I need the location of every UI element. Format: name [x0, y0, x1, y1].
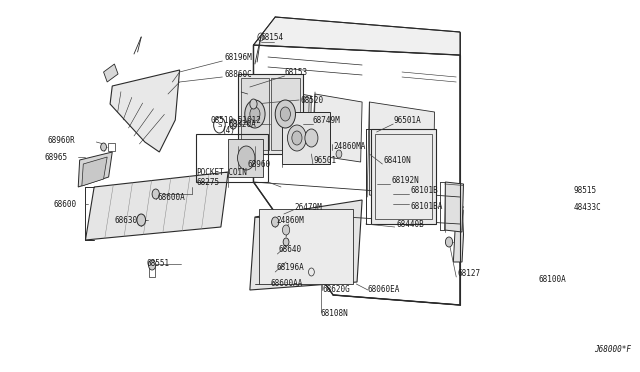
Text: 68100A: 68100A [538, 275, 566, 283]
Polygon shape [250, 200, 362, 290]
Circle shape [280, 107, 291, 121]
Bar [228, 139, 263, 177]
Text: 68620G: 68620G [323, 285, 350, 295]
Circle shape [465, 216, 474, 228]
Bar [259, 209, 353, 284]
Text: 68196A: 68196A [276, 263, 305, 273]
Circle shape [336, 150, 342, 158]
Text: 68600A: 68600A [158, 192, 186, 202]
Polygon shape [445, 182, 463, 232]
Text: 96501: 96501 [314, 155, 337, 164]
Text: 68551: 68551 [147, 260, 170, 269]
Polygon shape [369, 102, 435, 202]
Circle shape [283, 238, 289, 246]
Circle shape [305, 129, 318, 147]
Circle shape [282, 225, 290, 235]
Polygon shape [86, 172, 228, 240]
Bar [196, 134, 268, 182]
Polygon shape [104, 64, 118, 82]
Circle shape [445, 237, 452, 247]
Circle shape [137, 214, 145, 226]
Text: 96501A: 96501A [393, 115, 421, 125]
Bar [237, 74, 303, 154]
Bar [108, 143, 115, 151]
Polygon shape [110, 70, 180, 152]
Text: 48433C: 48433C [573, 202, 602, 212]
Text: 68060EA: 68060EA [368, 285, 400, 295]
Polygon shape [78, 152, 112, 187]
Circle shape [271, 217, 279, 227]
Text: 68154: 68154 [260, 32, 284, 42]
Circle shape [474, 231, 483, 243]
Circle shape [287, 125, 307, 151]
Text: 68640: 68640 [279, 246, 302, 254]
Text: J68000*F: J68000*F [594, 346, 631, 355]
Text: 26479M: 26479M [295, 202, 323, 212]
Polygon shape [253, 17, 460, 55]
Polygon shape [263, 87, 312, 152]
Circle shape [237, 146, 255, 170]
Bar [149, 265, 155, 277]
Circle shape [275, 100, 296, 128]
Polygon shape [82, 157, 107, 186]
Text: 24860M: 24860M [276, 215, 305, 224]
Text: 68275: 68275 [196, 177, 220, 186]
Circle shape [292, 131, 302, 145]
Polygon shape [453, 207, 465, 262]
Text: 68960R: 68960R [48, 135, 76, 144]
Text: 68860C: 68860C [225, 70, 252, 78]
Bar [241, 78, 269, 150]
Text: 68196M: 68196M [225, 52, 252, 61]
Text: 68192N: 68192N [391, 176, 419, 185]
Text: 68101B: 68101B [411, 186, 438, 195]
Bar [371, 129, 436, 224]
Circle shape [148, 260, 156, 270]
Text: 68749M: 68749M [313, 115, 340, 125]
Text: 68127: 68127 [458, 269, 481, 279]
Text: 68600AA: 68600AA [271, 279, 303, 289]
Text: 68630: 68630 [115, 215, 138, 224]
Bar [282, 112, 330, 164]
Text: 24860MA: 24860MA [333, 141, 365, 151]
Text: 08510-51612: 08510-51612 [210, 115, 261, 125]
Circle shape [152, 189, 159, 199]
Polygon shape [314, 94, 362, 162]
Polygon shape [239, 82, 252, 110]
Text: POCKET-COIN: POCKET-COIN [196, 167, 247, 176]
Text: 68153: 68153 [285, 67, 308, 77]
Circle shape [250, 107, 260, 121]
Circle shape [250, 99, 257, 109]
Text: 68108N: 68108N [321, 310, 349, 318]
Text: (4): (4) [221, 125, 235, 135]
Bar [375, 134, 431, 219]
Text: 68320A: 68320A [228, 119, 256, 128]
Bar [271, 78, 300, 150]
Circle shape [244, 100, 265, 128]
Polygon shape [265, 90, 309, 148]
Text: 68600: 68600 [54, 199, 77, 208]
Text: S: S [217, 122, 221, 128]
Text: 68410N: 68410N [384, 155, 412, 164]
Text: 68965: 68965 [45, 153, 68, 161]
Text: 68440B: 68440B [397, 219, 424, 228]
Circle shape [230, 119, 237, 129]
Text: 68101BA: 68101BA [411, 202, 443, 211]
Circle shape [100, 143, 106, 151]
Text: 68960: 68960 [248, 160, 271, 169]
Text: 98515: 98515 [573, 186, 596, 195]
Text: 68520: 68520 [301, 96, 324, 105]
